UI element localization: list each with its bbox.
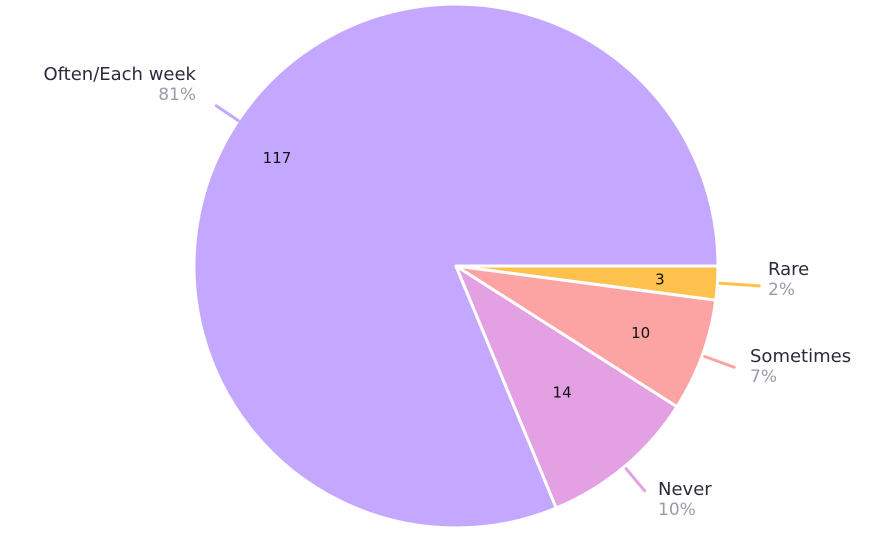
slice-value-rare: 3 (655, 270, 665, 288)
leader-line-rare (718, 281, 761, 288)
slice-value-sometimes: 10 (631, 324, 650, 342)
slice-label-rare: Rare (768, 259, 809, 280)
slice-percent-rare: 2% (768, 280, 795, 300)
slices-layer (192, 2, 720, 530)
slice-value-often-each-week: 117 (263, 149, 292, 167)
slice-value-never: 14 (553, 383, 572, 401)
leader-line-often-each-week (214, 104, 240, 122)
leader-line-never (624, 467, 647, 493)
pie-slice-sometimes (454, 264, 718, 409)
leader-line-sometimes (703, 355, 736, 369)
slice-percent-often-each-week: 81% (158, 85, 196, 105)
slice-label-never: Never (658, 479, 712, 500)
slice-label-often-each-week: Often/Each week (43, 64, 196, 85)
slice-percent-sometimes: 7% (750, 367, 777, 387)
pie-slice-never (454, 264, 679, 510)
leader-lines-layer (214, 104, 761, 493)
slice-label-sometimes: Sometimes (750, 346, 851, 367)
slice-percent-never: 10% (658, 500, 696, 520)
